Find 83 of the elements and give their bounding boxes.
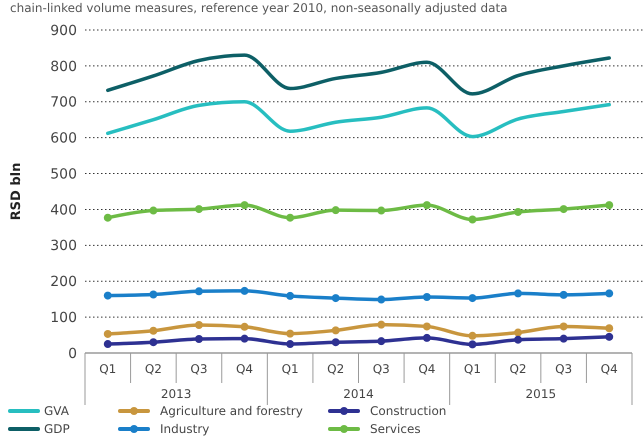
point bbox=[104, 330, 112, 338]
x-tick-label: Q4 bbox=[236, 362, 254, 376]
point bbox=[332, 294, 340, 302]
x-tick-label: Q4 bbox=[418, 362, 436, 376]
point bbox=[194, 321, 203, 330]
point bbox=[332, 338, 340, 346]
point bbox=[468, 332, 476, 340]
x-tick-label: Q2 bbox=[144, 362, 162, 376]
y-tick-label: 400 bbox=[50, 202, 77, 218]
y-tick-label: 700 bbox=[50, 94, 77, 111]
point bbox=[514, 328, 522, 337]
x-tick-label: Q4 bbox=[600, 362, 618, 376]
point bbox=[468, 340, 476, 348]
point bbox=[149, 326, 158, 335]
point bbox=[194, 205, 203, 214]
x-tick-label: Q1 bbox=[282, 362, 299, 376]
point bbox=[286, 330, 294, 338]
point bbox=[560, 290, 568, 299]
y-axis-title: RSD bln bbox=[9, 162, 24, 220]
point bbox=[240, 201, 249, 210]
point bbox=[560, 334, 568, 343]
point bbox=[422, 293, 431, 302]
point bbox=[104, 340, 112, 348]
point bbox=[422, 334, 431, 342]
point bbox=[194, 287, 203, 296]
point bbox=[377, 337, 386, 346]
line-series bbox=[106, 53, 611, 96]
text: 2014 bbox=[343, 387, 374, 401]
y-tick-label: 0 bbox=[68, 346, 77, 362]
legend-label: Agriculture and forestry bbox=[160, 404, 303, 418]
legend-label: Industry bbox=[160, 422, 210, 436]
x-tick-label: Q2 bbox=[327, 362, 344, 376]
point bbox=[240, 334, 249, 343]
point bbox=[605, 289, 614, 298]
x-tick-label: Q1 bbox=[99, 362, 116, 376]
text: 2015 bbox=[526, 387, 556, 401]
point bbox=[560, 205, 568, 214]
point bbox=[605, 201, 614, 210]
y-tick-label: 900 bbox=[50, 22, 77, 39]
chart-subtitle: chain-linked volume measures, reference year 2010, non-seasonally adjusted data bbox=[10, 1, 508, 15]
point bbox=[377, 206, 386, 215]
point bbox=[240, 322, 249, 331]
y-tick-label: 300 bbox=[50, 238, 77, 254]
point bbox=[514, 289, 522, 298]
x-tick-label: Q1 bbox=[464, 362, 482, 376]
point bbox=[240, 286, 249, 295]
x-tick-label: Q3 bbox=[555, 362, 572, 376]
point bbox=[605, 332, 614, 341]
point bbox=[377, 296, 386, 304]
line-series bbox=[106, 100, 611, 138]
point bbox=[149, 206, 158, 215]
point bbox=[149, 290, 158, 298]
legend-label: Services bbox=[370, 422, 421, 436]
point bbox=[286, 214, 294, 222]
point bbox=[422, 201, 431, 210]
y-tick-label: 200 bbox=[50, 274, 77, 290]
point bbox=[194, 335, 203, 344]
legend-label: GVA bbox=[44, 404, 70, 418]
point bbox=[286, 340, 294, 348]
y-tick-label: 800 bbox=[50, 58, 77, 75]
point bbox=[468, 215, 476, 224]
point bbox=[332, 326, 340, 334]
legend-label: Construction bbox=[370, 404, 446, 418]
point bbox=[149, 338, 158, 346]
point bbox=[468, 294, 476, 302]
x-tick-label: Q3 bbox=[190, 362, 208, 376]
text: 2013 bbox=[160, 387, 192, 401]
point bbox=[422, 322, 431, 330]
y-tick-label: 600 bbox=[50, 130, 77, 147]
point bbox=[332, 206, 340, 214]
point bbox=[514, 208, 522, 216]
point bbox=[605, 324, 614, 332]
y-tick-label: 500 bbox=[50, 166, 77, 182]
point bbox=[514, 336, 522, 344]
legend-label: GDP bbox=[44, 422, 70, 436]
x-tick-label: Q3 bbox=[372, 362, 390, 376]
y-tick-label: 100 bbox=[50, 310, 77, 326]
x-tick-label: Q2 bbox=[509, 362, 527, 376]
point bbox=[104, 292, 112, 300]
point bbox=[104, 214, 112, 222]
point bbox=[560, 322, 568, 330]
point bbox=[377, 320, 386, 329]
point bbox=[286, 292, 294, 300]
